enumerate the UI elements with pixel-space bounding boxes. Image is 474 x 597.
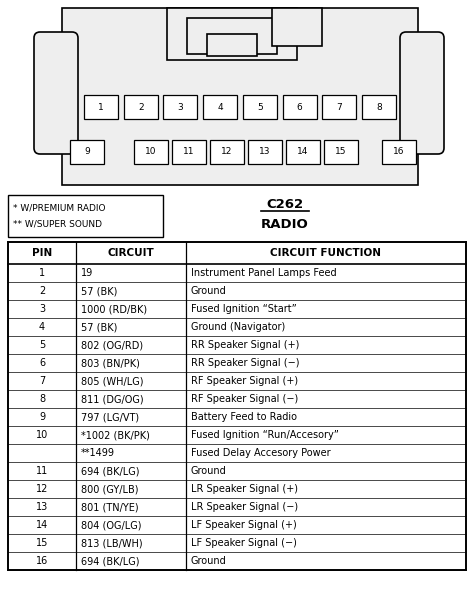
Bar — [207, 34, 257, 56]
Bar — [70, 140, 104, 164]
Text: LR Speaker Signal (+): LR Speaker Signal (+) — [191, 484, 298, 494]
Text: 15: 15 — [36, 538, 48, 548]
Text: Ground: Ground — [191, 466, 227, 476]
Text: 7: 7 — [39, 376, 45, 386]
Text: 804 (OG/LG): 804 (OG/LG) — [81, 520, 142, 530]
Bar — [124, 95, 158, 119]
Text: 12: 12 — [221, 147, 233, 156]
Bar — [84, 95, 118, 119]
Text: **1499: **1499 — [81, 448, 115, 458]
Text: 4: 4 — [218, 103, 223, 112]
Text: CIRCUIT: CIRCUIT — [108, 248, 155, 258]
Bar — [322, 95, 356, 119]
Text: C262: C262 — [266, 198, 303, 211]
Text: LF Speaker Signal (−): LF Speaker Signal (−) — [191, 538, 297, 548]
Text: PIN: PIN — [32, 248, 52, 258]
Bar — [248, 140, 282, 164]
Text: 10: 10 — [36, 430, 48, 440]
Bar — [167, 8, 297, 60]
Text: ** W/SUPER SOUND: ** W/SUPER SOUND — [13, 220, 102, 229]
Bar — [8, 242, 466, 570]
Text: 1: 1 — [98, 103, 104, 112]
Text: RF Speaker Signal (−): RF Speaker Signal (−) — [191, 394, 298, 404]
Text: RF Speaker Signal (+): RF Speaker Signal (+) — [191, 376, 298, 386]
FancyBboxPatch shape — [34, 32, 78, 154]
Bar — [164, 95, 198, 119]
Text: 6: 6 — [39, 358, 45, 368]
Text: 3: 3 — [178, 103, 183, 112]
Text: 805 (WH/LG): 805 (WH/LG) — [81, 376, 144, 386]
Text: Ground: Ground — [191, 556, 227, 566]
Text: LF Speaker Signal (+): LF Speaker Signal (+) — [191, 520, 297, 530]
Bar — [203, 95, 237, 119]
Text: 15: 15 — [335, 147, 347, 156]
Text: 8: 8 — [39, 394, 45, 404]
Text: 13: 13 — [259, 147, 271, 156]
Text: 14: 14 — [36, 520, 48, 530]
Text: Instrument Panel Lamps Feed: Instrument Panel Lamps Feed — [191, 268, 337, 278]
Text: 800 (GY/LB): 800 (GY/LB) — [81, 484, 138, 494]
Text: 6: 6 — [297, 103, 302, 112]
Text: 12: 12 — [36, 484, 48, 494]
Text: 5: 5 — [39, 340, 45, 350]
Bar — [286, 140, 320, 164]
Text: 811 (DG/OG): 811 (DG/OG) — [81, 394, 144, 404]
Text: 10: 10 — [145, 147, 157, 156]
Text: 14: 14 — [297, 147, 309, 156]
Text: LR Speaker Signal (−): LR Speaker Signal (−) — [191, 502, 298, 512]
Text: CIRCUIT FUNCTION: CIRCUIT FUNCTION — [271, 248, 382, 258]
Text: Ground (Navigator): Ground (Navigator) — [191, 322, 285, 332]
Bar — [272, 8, 322, 46]
Text: RR Speaker Signal (−): RR Speaker Signal (−) — [191, 358, 300, 368]
Text: 19: 19 — [81, 268, 93, 278]
Text: 57 (BK): 57 (BK) — [81, 286, 118, 296]
Text: 803 (BN/PK): 803 (BN/PK) — [81, 358, 140, 368]
Text: 4: 4 — [39, 322, 45, 332]
Bar — [62, 8, 418, 185]
Text: 813 (LB/WH): 813 (LB/WH) — [81, 538, 143, 548]
Text: Battery Feed to Radio: Battery Feed to Radio — [191, 412, 297, 422]
Text: *1002 (BK/PK): *1002 (BK/PK) — [81, 430, 150, 440]
Text: 16: 16 — [393, 147, 405, 156]
Text: Ground: Ground — [191, 286, 227, 296]
Text: 2: 2 — [138, 103, 144, 112]
Text: 9: 9 — [84, 147, 90, 156]
Text: RADIO: RADIO — [261, 217, 309, 230]
Text: 57 (BK): 57 (BK) — [81, 322, 118, 332]
Bar — [210, 140, 244, 164]
FancyBboxPatch shape — [400, 32, 444, 154]
Text: 801 (TN/YE): 801 (TN/YE) — [81, 502, 138, 512]
Text: 8: 8 — [376, 103, 382, 112]
Text: RR Speaker Signal (+): RR Speaker Signal (+) — [191, 340, 300, 350]
Text: Fused Delay Accesory Power: Fused Delay Accesory Power — [191, 448, 331, 458]
Bar — [172, 140, 206, 164]
Text: 3: 3 — [39, 304, 45, 314]
Text: 802 (OG/RD): 802 (OG/RD) — [81, 340, 143, 350]
Text: 16: 16 — [36, 556, 48, 566]
Bar — [243, 95, 277, 119]
Text: 11: 11 — [36, 466, 48, 476]
Text: 694 (BK/LG): 694 (BK/LG) — [81, 466, 139, 476]
Bar — [134, 140, 168, 164]
Text: 11: 11 — [183, 147, 195, 156]
Bar — [362, 95, 396, 119]
Text: 5: 5 — [257, 103, 263, 112]
Text: Fused Ignition “Start”: Fused Ignition “Start” — [191, 304, 297, 314]
Bar — [187, 18, 277, 54]
Bar — [283, 95, 317, 119]
Text: 1: 1 — [39, 268, 45, 278]
Text: Fused Ignition “Run/Accesory”: Fused Ignition “Run/Accesory” — [191, 430, 339, 440]
Text: 1000 (RD/BK): 1000 (RD/BK) — [81, 304, 147, 314]
Text: 797 (LG/VT): 797 (LG/VT) — [81, 412, 139, 422]
Text: 13: 13 — [36, 502, 48, 512]
Text: 7: 7 — [337, 103, 342, 112]
Text: 694 (BK/LG): 694 (BK/LG) — [81, 556, 139, 566]
Bar — [324, 140, 358, 164]
Text: 2: 2 — [39, 286, 45, 296]
Bar — [382, 140, 416, 164]
Text: 9: 9 — [39, 412, 45, 422]
Bar — [8, 195, 163, 237]
Text: * W/PREMIUM RADIO: * W/PREMIUM RADIO — [13, 204, 106, 213]
